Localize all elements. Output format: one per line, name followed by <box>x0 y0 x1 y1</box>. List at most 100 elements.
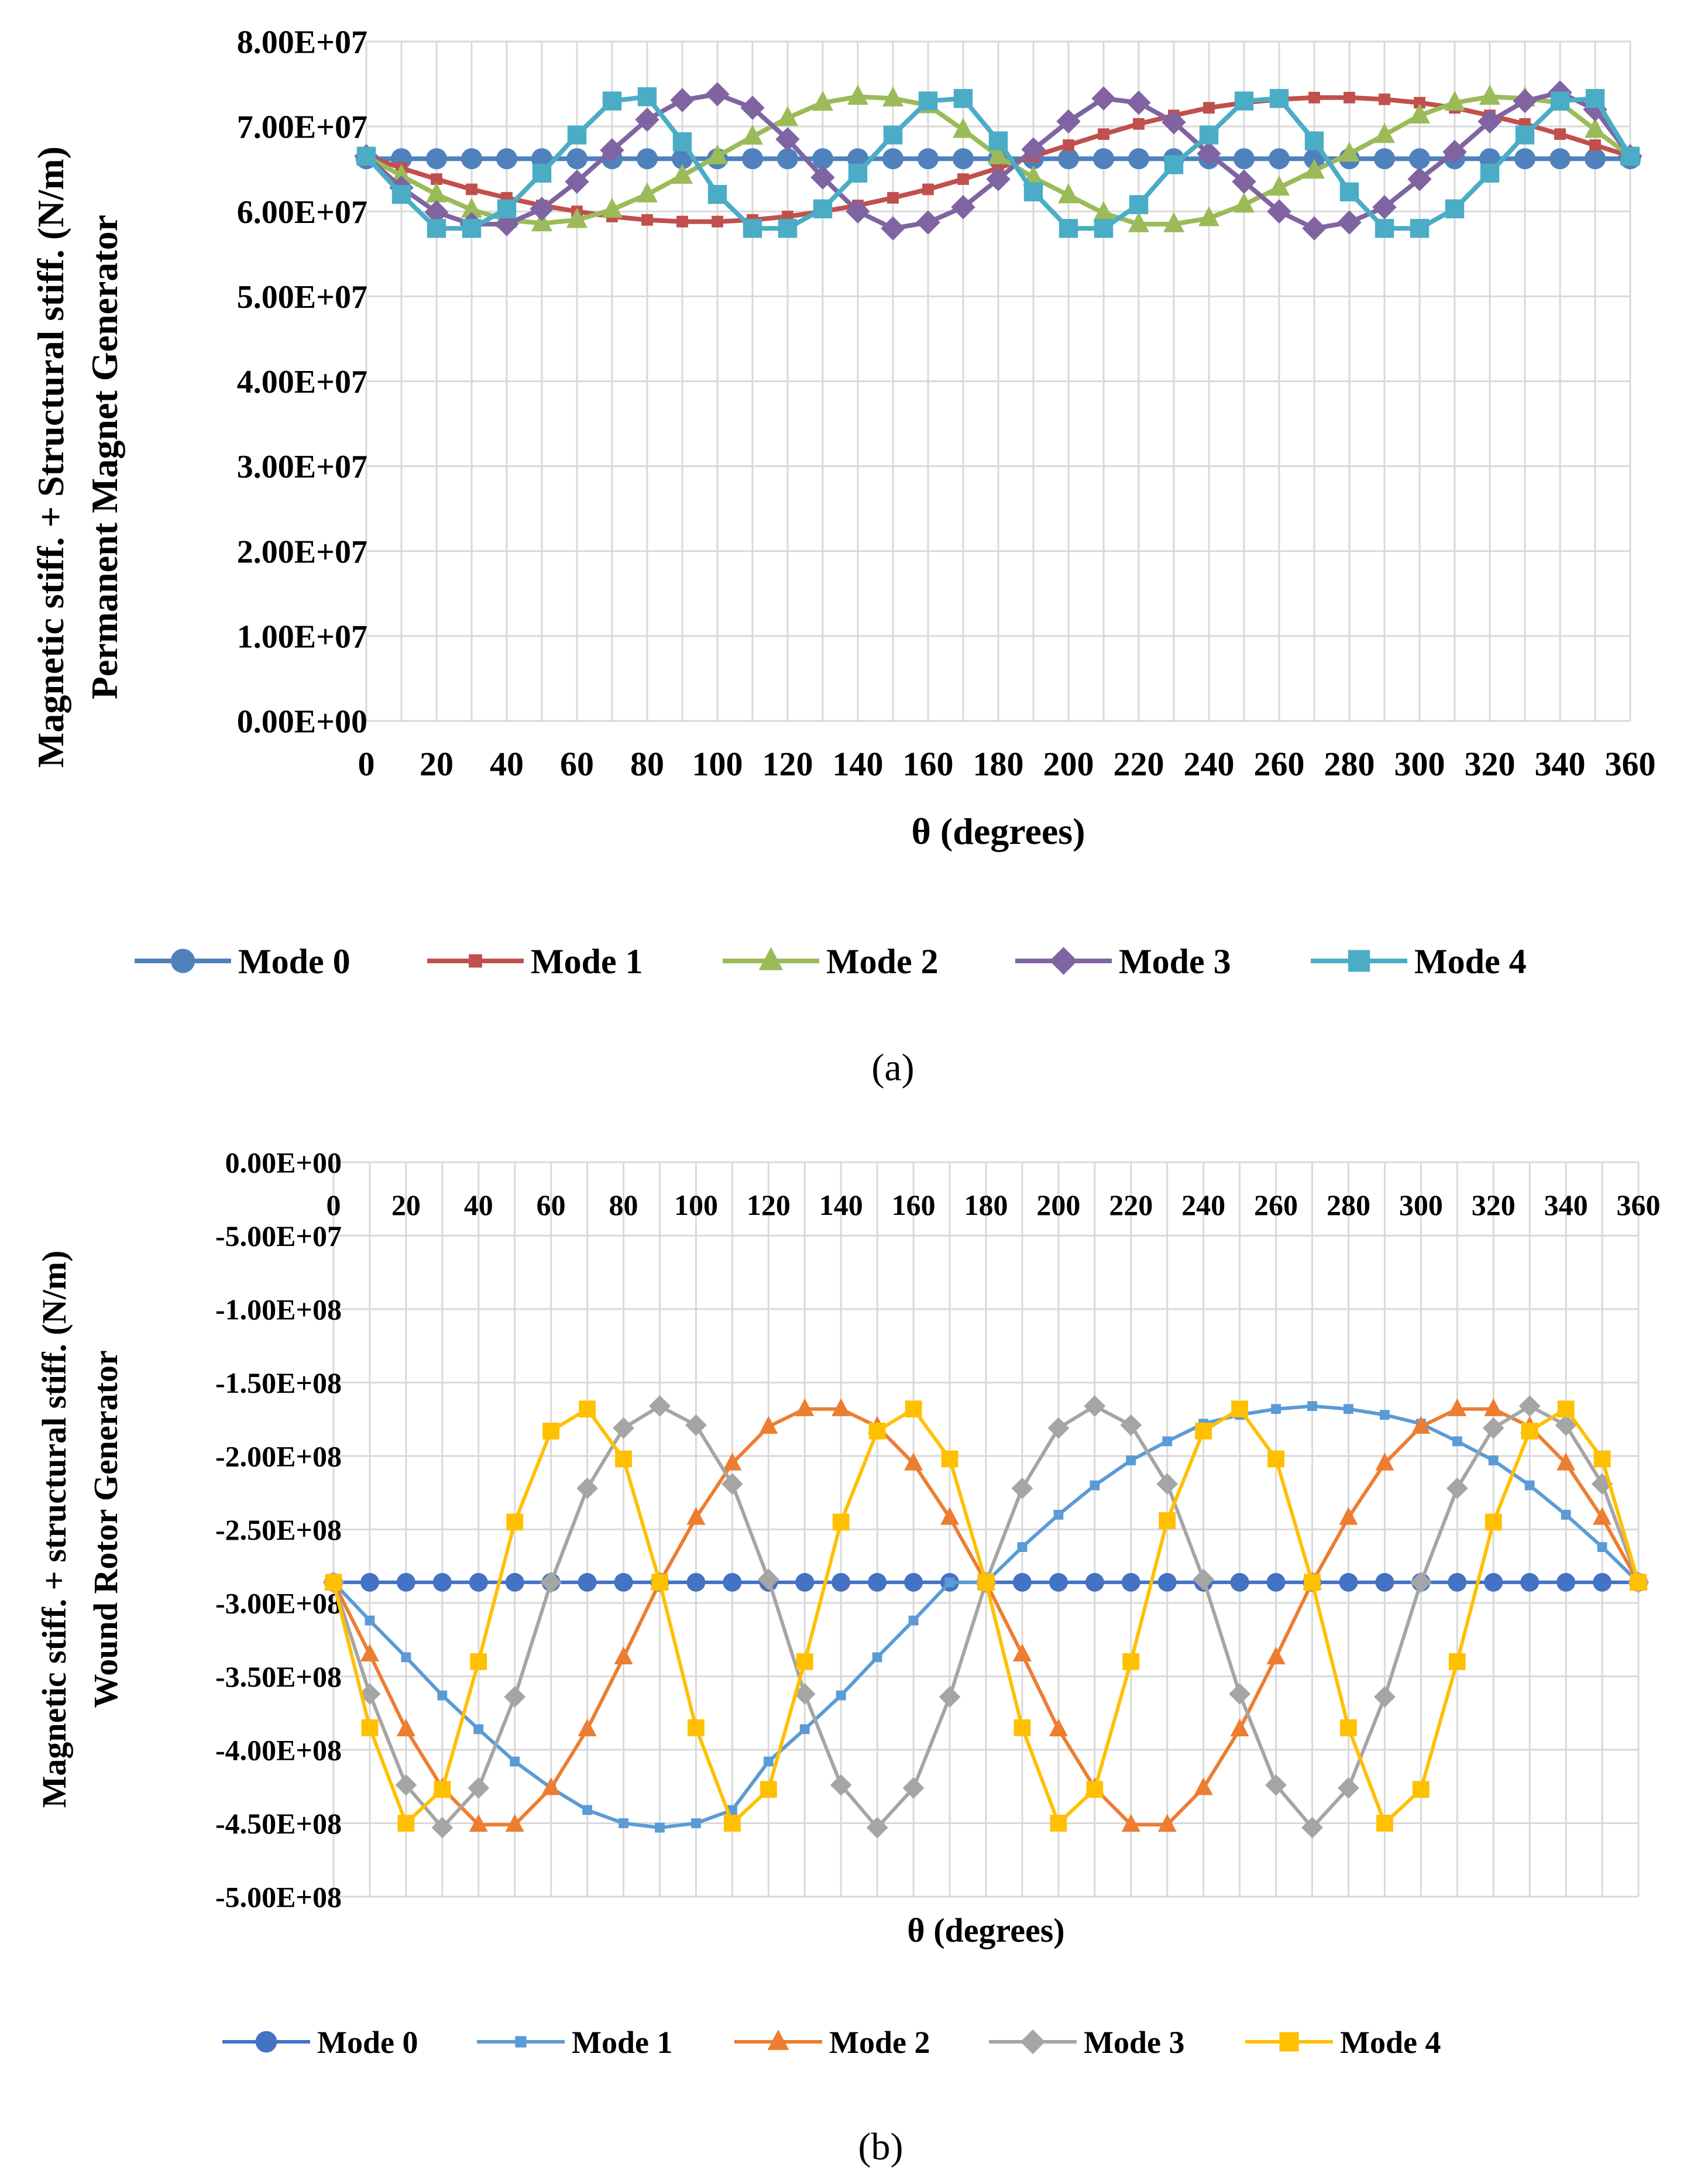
data-point <box>431 173 442 186</box>
data-point <box>655 1822 665 1833</box>
x-tick-label: 120 <box>762 745 813 783</box>
data-point <box>1339 182 1359 202</box>
data-point <box>1597 1542 1607 1553</box>
y-tick-label: -3.00E+08 <box>215 1587 342 1620</box>
data-point <box>796 1653 813 1670</box>
data-point <box>1162 110 1186 135</box>
data-point <box>602 197 623 218</box>
data-point <box>1017 1542 1028 1553</box>
data-point <box>1193 1568 1215 1591</box>
data-point <box>1478 109 1502 134</box>
legend-swatch-marker <box>767 2030 789 2050</box>
data-point <box>1304 159 1325 179</box>
data-point <box>1058 148 1079 170</box>
data-point <box>799 1724 810 1735</box>
data-point <box>1550 91 1570 111</box>
data-point <box>1513 88 1537 114</box>
data-point <box>1301 1816 1323 1839</box>
data-point <box>505 1572 524 1592</box>
data-point <box>1011 1477 1033 1499</box>
data-point <box>1414 97 1425 109</box>
data-point <box>760 1781 777 1798</box>
data-point <box>1121 1814 1140 1832</box>
panel-label: (a) <box>871 1046 914 1089</box>
x-tick-label: 280 <box>1324 745 1375 783</box>
data-point <box>600 138 624 163</box>
data-point <box>795 1572 815 1592</box>
data-point <box>1094 219 1114 238</box>
y-tick-label: -2.00E+08 <box>215 1440 342 1473</box>
x-tick-label: 20 <box>391 1189 421 1221</box>
data-point <box>902 1777 925 1799</box>
data-point <box>1266 1646 1286 1665</box>
data-point <box>672 163 693 184</box>
data-point <box>1120 1414 1142 1436</box>
data-point <box>1084 1395 1106 1417</box>
data-point <box>615 1450 632 1468</box>
data-point <box>566 148 587 170</box>
x-tick-label: 360 <box>1617 1189 1661 1221</box>
y-axis-label-subtitle: Wound Rotor Generator <box>87 1350 125 1708</box>
data-point <box>707 185 727 204</box>
data-point <box>1234 91 1254 111</box>
x-tick-label: 60 <box>560 745 594 783</box>
data-point <box>637 182 658 202</box>
data-point <box>705 82 730 107</box>
legend-label: Mode 2 <box>826 942 939 981</box>
legend-item: Mode 2 <box>734 2025 930 2060</box>
data-point <box>1344 1404 1353 1414</box>
data-point <box>1063 139 1074 151</box>
data-point <box>542 1422 560 1440</box>
data-point <box>723 1452 742 1471</box>
data-point <box>742 148 763 170</box>
data-point <box>1012 1643 1032 1662</box>
x-tick-label: 0 <box>327 1189 341 1221</box>
data-point <box>743 219 762 238</box>
data-point <box>832 1398 851 1416</box>
data-point <box>1373 1686 1396 1708</box>
data-point <box>986 167 1011 191</box>
x-tick-label: 140 <box>819 1189 863 1221</box>
chart-a: 0.00E+00 1.00E+07 2.00E+07 3.00E+07 4.00E+07… <box>30 25 1656 1089</box>
data-point <box>1554 128 1566 140</box>
data-point <box>565 169 589 194</box>
x-tick-label: 0 <box>358 745 375 783</box>
data-point <box>1049 1572 1068 1592</box>
x-axis-label: θ (degrees) <box>907 1911 1064 1949</box>
data-point <box>1344 91 1355 104</box>
data-point <box>778 219 798 238</box>
data-point <box>1549 148 1571 170</box>
data-point <box>566 208 587 228</box>
data-point <box>401 1652 411 1663</box>
data-point <box>1372 195 1397 219</box>
legend-label: Mode 0 <box>238 942 351 981</box>
data-point <box>1339 1507 1358 1525</box>
data-point <box>1085 1572 1104 1592</box>
data-point <box>1162 1436 1173 1447</box>
data-point <box>1444 90 1465 111</box>
data-point <box>397 1815 415 1832</box>
x-tick-label: 300 <box>1399 1189 1443 1221</box>
data-point <box>1269 176 1290 196</box>
data-point <box>1269 89 1289 108</box>
data-point <box>1271 1404 1281 1414</box>
data-point <box>908 1615 919 1626</box>
data-point <box>427 219 446 238</box>
data-point <box>1308 91 1320 104</box>
data-point <box>541 1777 561 1795</box>
x-tick-label: 240 <box>1184 745 1235 783</box>
data-point <box>1407 167 1432 191</box>
data-point <box>1197 141 1221 166</box>
data-point <box>1230 1572 1249 1592</box>
data-point <box>473 1724 484 1735</box>
data-point <box>1557 1572 1576 1592</box>
data-point <box>1585 148 1606 170</box>
data-point <box>953 148 974 170</box>
y-tick-label: -1.00E+08 <box>215 1293 342 1326</box>
data-point <box>1375 1572 1394 1592</box>
data-point <box>466 183 477 195</box>
data-point <box>1593 1507 1612 1525</box>
x-tick-label: 340 <box>1535 745 1586 783</box>
legend-swatch-marker <box>1049 947 1078 975</box>
